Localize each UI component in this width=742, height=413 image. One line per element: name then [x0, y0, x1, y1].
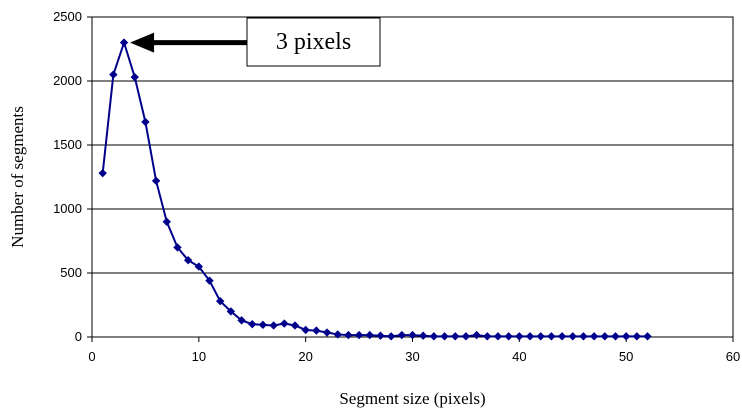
data-point-39: [504, 332, 513, 341]
data-point-23: [333, 330, 342, 339]
data-point-27: [376, 331, 385, 340]
x-tick-label-30: 30: [405, 349, 419, 364]
data-point-28: [386, 332, 396, 341]
x-axis-ticks: 0 10 20 30 40 50 60: [88, 337, 740, 364]
data-point-44: [557, 332, 567, 341]
data-point-9: [183, 256, 193, 265]
data-point-14: [237, 316, 246, 325]
data-point-19: [290, 321, 300, 330]
data-point-11: [205, 276, 214, 285]
data-point-42: [536, 332, 545, 341]
data-point-46: [579, 332, 588, 341]
data-point-26: [365, 330, 374, 340]
x-tick-label-50: 50: [619, 349, 633, 364]
data-point-34: [451, 332, 460, 341]
data-point-50: [621, 332, 631, 341]
data-point-43: [547, 332, 556, 341]
x-tick-label-10: 10: [192, 349, 206, 364]
data-point-22: [322, 328, 332, 337]
y-tick-label-2000: 2000: [53, 73, 82, 88]
data-point-16: [258, 320, 268, 330]
plot-area-frame: [91, 16, 734, 338]
data-point-10: [194, 262, 204, 271]
series-0-line: [101, 39, 648, 338]
data-point-25: [354, 330, 364, 340]
y-tick-label-2500: 2500: [53, 9, 82, 24]
data-point-20: [301, 325, 310, 335]
data-point-1: [98, 168, 107, 178]
data-point-37: [483, 332, 492, 341]
gridlines: [92, 16, 733, 338]
x-axis-title: Segment size (pixels): [339, 389, 485, 408]
data-point-4: [130, 72, 139, 82]
data-point-51: [632, 332, 642, 341]
data-point-41: [525, 332, 535, 341]
data-point-48: [600, 332, 609, 341]
data-point-24: [344, 330, 353, 340]
annotation-3-pixels: 3 pixels: [130, 17, 381, 67]
y-tick-label-1000: 1000: [53, 201, 82, 216]
data-point-30: [408, 330, 417, 340]
x-tick-label-0: 0: [88, 349, 95, 364]
data-point-13: [226, 307, 236, 316]
data-point-17: [269, 321, 278, 330]
y-axis-title: Number of segments: [8, 106, 27, 248]
y-tick-label-500: 500: [60, 265, 82, 280]
data-point-45: [568, 332, 577, 341]
data-point-3: [119, 38, 129, 47]
series-line: [98, 38, 652, 341]
y-tick-label-1500: 1500: [53, 137, 82, 152]
data-point-40: [515, 332, 524, 341]
data-point-2: [109, 70, 118, 79]
data-point-38: [493, 332, 503, 341]
data-point-7: [162, 217, 171, 226]
data-point-36: [472, 330, 481, 340]
data-point-33: [440, 332, 449, 341]
data-point-18: [280, 319, 289, 328]
data-point-47: [589, 332, 599, 341]
data-point-31: [418, 331, 428, 340]
data-point-29: [397, 330, 407, 340]
data-point-52: [643, 332, 652, 341]
annotation-box: [246, 17, 381, 67]
data-point-49: [611, 332, 620, 341]
x-tick-label-40: 40: [512, 349, 526, 364]
x-tick-label-60: 60: [726, 349, 740, 364]
data-point-6: [151, 176, 161, 186]
y-axis-ticks: 0 500 1000 1500 2000 2500: [53, 9, 92, 344]
data-point-21: [312, 326, 321, 335]
data-point-12: [216, 296, 225, 306]
annotation-text: 3 pixels: [276, 29, 351, 55]
data-point-32: [429, 332, 439, 341]
data-point-8: [173, 243, 182, 252]
data-point-5: [141, 117, 150, 127]
annotation-arrow-head: [130, 32, 155, 53]
x-tick-label-20: 20: [298, 349, 312, 364]
data-point-35: [461, 332, 471, 341]
data-point-15: [248, 320, 257, 329]
y-tick-label-0: 0: [75, 329, 82, 344]
